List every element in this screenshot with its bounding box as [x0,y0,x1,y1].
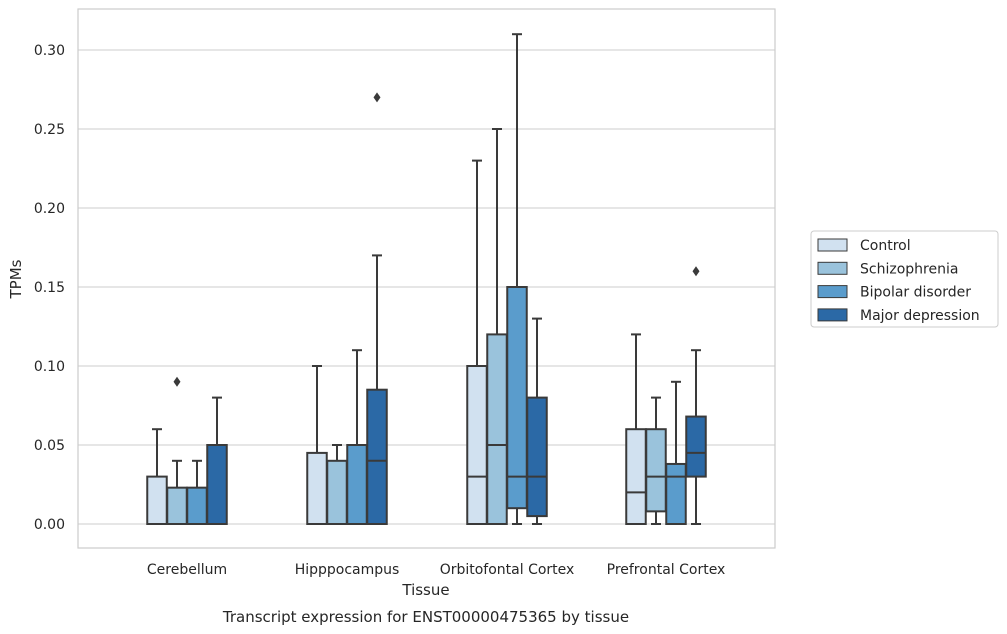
box-series [146,33,707,526]
legend-swatch [817,238,848,252]
legend-label: Bipolar disorder [860,285,971,301]
box-bipolar-disorder [665,380,687,525]
y-axis-ticks: 0.00 0.05 0.10 0.15 0.20 0.25 0.30 [34,43,65,533]
legend-label: Control [860,238,911,254]
box-rect [685,415,707,478]
y-axis-label: TPMs [7,259,25,299]
box-rect [665,462,687,525]
box-control [146,428,168,526]
box-rect [466,365,488,525]
box-rect [186,486,208,526]
legend-swatch [817,261,848,275]
box-rect [206,444,228,525]
box-rect [526,396,548,518]
x-axis-label: Tissue [401,581,449,599]
box-rect [306,451,328,525]
box-schizophrenia [326,444,348,525]
box-schizophrenia [166,376,188,526]
plot-frame [77,8,776,549]
x-axis-ticks: Cerebellum Hipppocampus Orbitofontal Corte… [147,562,725,578]
outlier-point [692,266,700,277]
outlier-point [373,92,381,103]
y-tick-label: 0.20 [34,201,65,217]
box-control [306,365,328,525]
y-tick-label: 0.25 [34,122,65,138]
box-major-depression [366,92,388,526]
box-rect [326,459,348,525]
x-tick-label: Prefrontal Cortex [607,562,726,578]
legend-swatch [817,308,848,322]
x-tick-label: Cerebellum [147,562,227,578]
box-rect [346,444,368,525]
box-control [466,159,488,525]
outlier-point [173,376,181,387]
legend-frame [810,230,999,328]
x-tick-label: Orbitofontal Cortex [440,562,575,578]
box-rect [486,333,508,525]
box-major-depression [685,266,707,525]
x-tick-label: Hipppocampus [295,562,400,578]
box-bipolar-disorder [506,33,528,525]
box-rect [506,286,528,510]
y-tick-label: 0.05 [34,438,65,454]
y-tick-label: 0.30 [34,43,65,59]
box-bipolar-disorder [346,349,368,525]
box-major-depression [206,396,228,525]
y-tick-label: 0.00 [34,517,65,533]
box-rect [166,486,188,526]
box-rect [146,475,168,526]
legend-label: Major depression [860,308,980,324]
legend-swatch [817,285,848,299]
box-major-depression [526,317,548,525]
box-schizophrenia [645,396,667,525]
y-tick-label: 0.10 [34,359,65,375]
grid-lines [78,49,775,525]
chart-caption: Transcript expression for ENST0000047536… [222,608,629,626]
y-tick-label: 0.15 [34,280,65,296]
box-rect [366,388,388,526]
box-rect [625,428,647,526]
box-control [625,333,647,526]
legend: Control Schizophrenia Bipolar disorder Majo… [810,230,999,328]
box-bipolar-disorder [186,459,208,526]
box-rect [645,428,667,513]
legend-label: Schizophrenia [860,261,958,277]
box-schizophrenia [486,128,508,525]
